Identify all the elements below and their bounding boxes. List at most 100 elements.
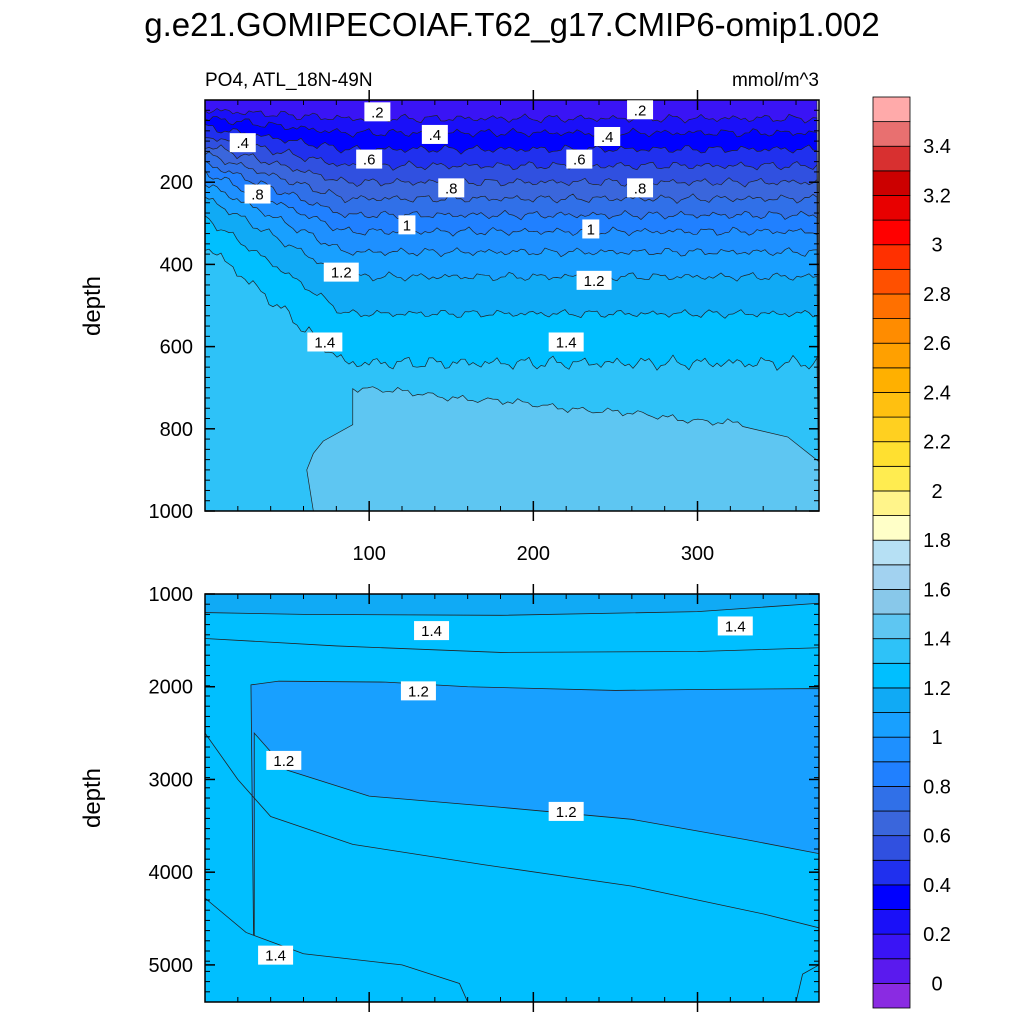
colorbar-swatch <box>872 268 911 295</box>
colorbar-swatch <box>872 687 911 713</box>
contour-label-text: .8 <box>634 180 647 197</box>
contour-label-text: .4 <box>237 135 250 152</box>
contour-label-text: .2 <box>634 102 647 119</box>
colorbar-swatch <box>872 736 911 763</box>
x-axis: 100 200 300 <box>352 543 714 565</box>
contour-label-bg <box>323 262 359 282</box>
contour-label: 1.2 <box>548 801 584 821</box>
contour-label-text: 1.2 <box>408 683 429 700</box>
colorbar-label: 3 <box>931 235 942 257</box>
contour-label: 1.4 <box>414 621 450 641</box>
contour-label-bg <box>258 945 294 965</box>
y-tick-label: 2000 <box>149 677 194 699</box>
contour-label: 1.2 <box>266 750 302 770</box>
upper-panel-ticks: 200 400 600 800 1000 <box>149 90 819 523</box>
variable-region-label: PO4, ATL_18N-49N <box>205 70 373 91</box>
colorbar-label: 3.4 <box>923 136 951 158</box>
colorbar-swatch <box>872 835 911 861</box>
contour-label-text: 1.4 <box>556 334 577 351</box>
contour-label: 1.4 <box>307 332 343 352</box>
colorbar-swatch <box>872 465 911 492</box>
y-tick-label: 200 <box>160 172 193 194</box>
y-tick-label: 1000 <box>149 501 194 523</box>
contour-label: 1.2 <box>323 262 359 282</box>
contour-label-text: 1.2 <box>556 804 577 821</box>
lower-panel-fill <box>205 594 819 1002</box>
colorbar-swatch <box>872 441 911 467</box>
colorbar-label: 2.2 <box>923 432 951 454</box>
colorbar-swatch <box>872 318 911 344</box>
colorbar-swatch <box>872 367 911 393</box>
lower-contour-band <box>795 964 819 1002</box>
y-tick-label: 600 <box>160 337 193 359</box>
upper-panel: 200 400 600 800 1000 depth <box>79 90 820 523</box>
colorbar-swatch <box>872 982 911 1009</box>
contour-label-bg <box>421 124 448 144</box>
x-tick-label: 300 <box>681 543 714 565</box>
contour-label-text: .2 <box>371 104 384 121</box>
contour-label: 1.2 <box>576 270 612 290</box>
contour-label-text: .6 <box>573 152 586 169</box>
contour-label: 1 <box>582 219 600 239</box>
contour-label-bg <box>414 621 450 641</box>
colorbar-label: 0 <box>931 973 942 995</box>
colorbar-swatch <box>872 219 911 246</box>
contour-label: .2 <box>627 100 654 120</box>
upper-panel-fill <box>205 100 819 511</box>
colorbar-swatch <box>872 958 911 984</box>
contour-label-text: .6 <box>363 152 376 169</box>
colorbar-swatch <box>872 539 911 566</box>
colorbar-swatch <box>872 909 911 935</box>
contour-label: 1.4 <box>258 945 294 965</box>
colorbar-swatch <box>872 613 911 640</box>
colorbar-label: 1.6 <box>923 579 951 601</box>
upper-y-axis-label: depth <box>79 276 106 336</box>
colorbar-swatch <box>872 859 911 886</box>
colorbar-swatch <box>872 145 911 172</box>
y-tick-label: 3000 <box>149 769 194 791</box>
contour-label-bg <box>582 219 600 239</box>
colorbar-label: 2.4 <box>923 382 951 404</box>
contour-label-text: 1 <box>403 217 411 234</box>
colorbar-swatch <box>872 638 911 664</box>
colorbar-swatch <box>872 293 911 319</box>
colorbar-label: 2.6 <box>923 333 951 355</box>
contour-label-bg <box>566 149 593 169</box>
contour-label-bg <box>398 215 416 235</box>
lower-contour-band <box>205 897 469 1002</box>
contour-label: .4 <box>594 126 621 146</box>
contour-label-text: .8 <box>251 187 264 204</box>
colorbar-swatch <box>872 244 911 270</box>
colorbar-swatch <box>872 662 911 689</box>
contour-label: 1.4 <box>548 332 584 352</box>
colorbar-swatch <box>872 96 911 123</box>
contour-label-bg <box>364 102 391 122</box>
y-tick-label: 4000 <box>149 862 194 884</box>
lower-y-axis-label: depth <box>79 768 106 828</box>
y-tick-label: 5000 <box>149 955 194 977</box>
contour-label-bg <box>627 100 654 120</box>
contour-label-bg <box>307 332 343 352</box>
colorbar-swatch <box>872 884 911 910</box>
y-tick-label: 400 <box>160 254 193 276</box>
lower-contour-line <box>205 732 819 929</box>
contour-label-text: 1.4 <box>314 334 335 351</box>
colorbar-swatch <box>872 810 911 837</box>
contour-label-text: 1.4 <box>725 618 746 635</box>
colorbar-label: 0.8 <box>923 776 951 798</box>
units-label: mmol/m^3 <box>732 70 819 91</box>
colorbar-label: 1.4 <box>923 629 951 651</box>
contour-label: .2 <box>364 102 391 122</box>
colorbar-label: 2.8 <box>923 284 951 306</box>
colorbar-swatch <box>872 933 911 960</box>
colorbar-label: 3.2 <box>923 185 951 207</box>
y-tick-label: 1000 <box>149 584 194 606</box>
contour-label-text: 1.4 <box>421 623 442 640</box>
contour-label-text: 1.2 <box>331 265 352 282</box>
contour-label-bg <box>438 178 465 198</box>
colorbar-swatch <box>872 342 911 369</box>
colorbar-label: 0.2 <box>923 924 951 946</box>
colorbar-swatch <box>872 416 911 443</box>
contour-label-bg <box>400 681 436 701</box>
